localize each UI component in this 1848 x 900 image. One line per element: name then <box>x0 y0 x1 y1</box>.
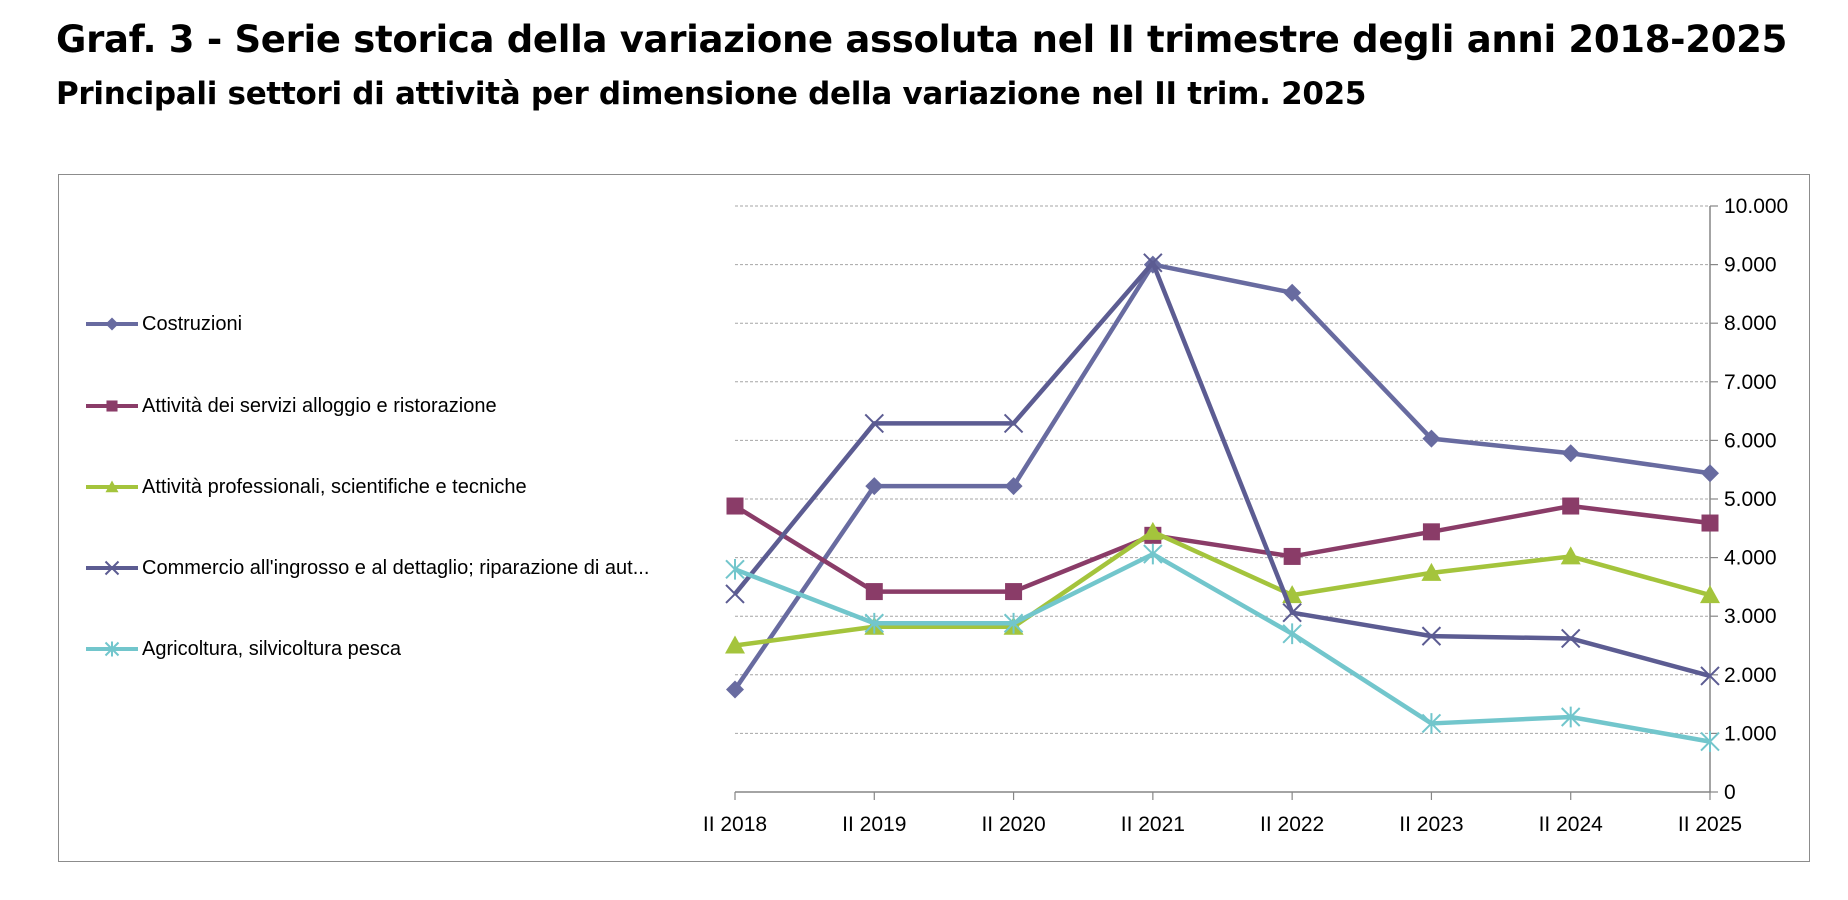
data-point-3-4 <box>1282 602 1302 623</box>
legend-label-4: Agricoltura, silvicoltura pesca <box>142 638 401 660</box>
data-point-0-2 <box>1004 477 1023 496</box>
data-point-1-4 <box>1283 547 1301 565</box>
data-point-2-3 <box>1142 521 1163 540</box>
legend-marker-2 <box>86 480 138 493</box>
data-point-2-7 <box>1700 585 1720 604</box>
legend-marker-0 <box>86 317 138 331</box>
data-point-4-7 <box>1700 731 1720 752</box>
series-line-1 <box>733 503 1711 594</box>
x-tick-label-2: II 2020 <box>981 813 1045 836</box>
y-tick-label-6: 6.000 <box>1724 429 1777 452</box>
data-point-4-4 <box>1282 623 1302 645</box>
data-point-3-2 <box>1003 413 1024 434</box>
x-tick-label-7: II 2025 <box>1678 813 1742 836</box>
x-tick-label-1: II 2019 <box>842 813 906 836</box>
legend-symbol-3 <box>104 560 120 576</box>
data-point-4-2 <box>1003 612 1024 634</box>
legend-item-1: Attività dei servizi alloggio e ristoraz… <box>84 392 684 420</box>
x-tick-label-0: II 2018 <box>703 813 767 836</box>
data-point-1-6 <box>1562 497 1580 515</box>
data-point-2-6 <box>1560 546 1581 565</box>
legend-marker-3 <box>86 560 138 576</box>
x-tick-label-4: II 2022 <box>1260 813 1324 836</box>
data-point-4-6 <box>1561 706 1581 728</box>
series-line-3 <box>733 260 1711 679</box>
data-point-1-2 <box>1005 583 1023 601</box>
legend-symbol-0 <box>105 317 119 331</box>
data-point-4-0 <box>725 558 745 580</box>
legend-symbol-4 <box>104 641 120 657</box>
legend-label-0: Costruzioni <box>142 313 243 335</box>
y-tick-label-8: 8.000 <box>1724 312 1777 335</box>
legend-item-4: Agricoltura, silvicoltura pesca <box>84 635 684 663</box>
data-point-3-0 <box>725 584 745 604</box>
y-tick-label-7: 7.000 <box>1724 371 1777 394</box>
y-tick-label-0: 0 <box>1724 781 1736 804</box>
legend-item-2: Attività professionali, scientifiche e t… <box>84 473 684 501</box>
y-tick-label-3: 3.000 <box>1724 605 1777 628</box>
x-tick-label-5: II 2023 <box>1399 813 1463 836</box>
legend-label-1: Attività dei servizi alloggio e ristoraz… <box>142 395 497 417</box>
data-point-3-5 <box>1421 626 1442 646</box>
data-point-0-6 <box>1561 444 1580 463</box>
chart-subtitle: Principali settori di attività per dimen… <box>56 76 1367 112</box>
data-point-2-5 <box>1421 562 1442 581</box>
series-line-2 <box>734 529 1711 648</box>
data-point-1-1 <box>865 583 883 601</box>
series-4 <box>725 543 1720 752</box>
y-tick-label-2: 2.000 <box>1724 664 1777 687</box>
data-point-1-0 <box>726 497 744 515</box>
legend-symbol-2 <box>105 480 119 493</box>
data-point-3-3 <box>1143 253 1163 273</box>
data-point-4-3 <box>1143 543 1163 565</box>
y-tick-label-1: 1.000 <box>1724 722 1777 745</box>
data-point-0-1 <box>865 477 884 496</box>
legend-marker-4 <box>86 641 138 657</box>
legend-label-2: Attività professionali, scientifiche e t… <box>142 476 527 498</box>
data-point-1-5 <box>1422 523 1440 541</box>
series-line-0 <box>733 262 1711 691</box>
series-line-4 <box>734 551 1711 744</box>
y-tick-label-4: 4.000 <box>1724 547 1777 570</box>
data-point-0-0 <box>726 680 744 699</box>
data-point-0-7 <box>1701 464 1719 483</box>
data-point-3-6 <box>1561 628 1581 649</box>
data-point-4-5 <box>1421 713 1442 734</box>
legend-symbol-1 <box>106 400 118 412</box>
data-point-0-5 <box>1422 429 1441 448</box>
data-point-3-1 <box>864 413 884 434</box>
y-tick-label-9: 9.000 <box>1724 254 1777 277</box>
legend-item-0: Costruzioni <box>84 310 684 338</box>
legend-item-3: Commercio all'ingrosso e al dettaglio; r… <box>84 554 684 582</box>
y-tick-label-5: 5.000 <box>1724 488 1777 511</box>
x-tick-label-6: II 2024 <box>1539 813 1604 836</box>
data-point-0-4 <box>1283 283 1302 302</box>
data-point-4-1 <box>864 612 884 634</box>
data-point-1-7 <box>1701 514 1719 532</box>
data-point-2-0 <box>725 635 745 654</box>
y-tick-label-10: 10.000 <box>1724 195 1788 218</box>
x-tick-label-3: II 2021 <box>1121 813 1185 836</box>
chart-title: Graf. 3 - Serie storica della variazione… <box>56 18 1788 61</box>
legend-label-3: Commercio all'ingrosso e al dettaglio; r… <box>142 557 650 579</box>
legend-marker-1 <box>86 400 138 412</box>
data-point-3-7 <box>1700 666 1720 686</box>
series-3 <box>725 253 1720 686</box>
